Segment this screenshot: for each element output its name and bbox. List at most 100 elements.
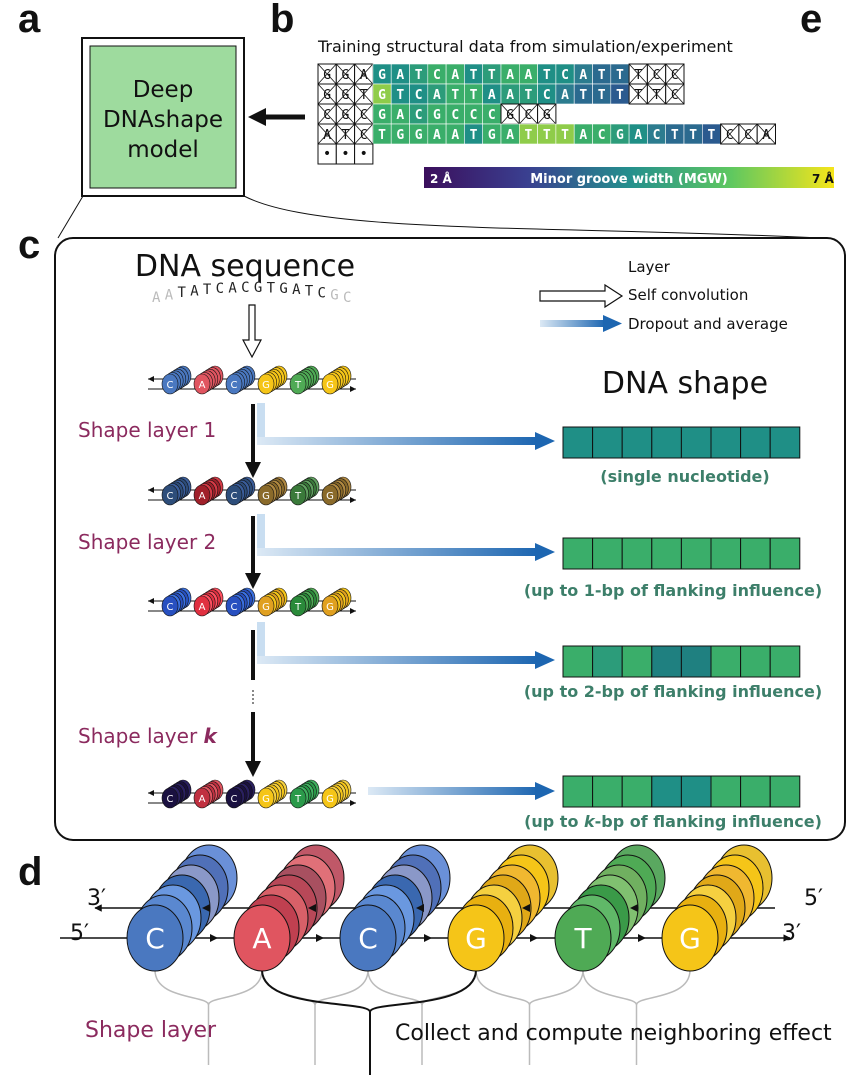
seq-cell: T	[390, 83, 410, 105]
svg-text:G: G	[488, 128, 496, 143]
mini-base-G: G	[257, 779, 288, 809]
svg-text:A: A	[488, 88, 496, 103]
caption-layer-1: (single nucleotide)	[600, 467, 769, 486]
svg-text:T: T	[470, 68, 478, 83]
seq-cell: C	[592, 123, 612, 145]
flow-arrow-2-head	[245, 573, 261, 589]
panel-label-c: c	[18, 223, 40, 267]
svg-text:A: A	[506, 68, 514, 83]
seq-cell: A	[756, 123, 777, 145]
seq-cell: C	[482, 103, 502, 125]
shape-bar-cell	[680, 775, 712, 808]
legend-dropout-arrow	[540, 320, 605, 327]
svg-text:G: G	[396, 128, 404, 143]
d-base-g: G	[447, 844, 559, 972]
svg-text:•: •	[341, 146, 349, 162]
svg-text:G: G	[433, 108, 441, 123]
svg-text:A: A	[525, 68, 533, 83]
seq-cell: C	[427, 63, 447, 85]
seq-cell: C	[445, 103, 465, 125]
d-neighbor-brackets	[154, 969, 691, 1065]
seq-cell: G	[317, 63, 337, 85]
seq-cell: A	[427, 83, 447, 105]
svg-text:T: T	[294, 794, 302, 805]
caption-layer-k: (up to k-bp of flanking influence)	[524, 812, 822, 831]
mini-base-G: G	[321, 365, 352, 395]
svg-text:C: C	[744, 128, 752, 143]
svg-text:C: C	[358, 922, 378, 955]
seq-cell: T	[628, 83, 648, 105]
shape-bar-cell	[710, 426, 742, 459]
shape-bar	[562, 775, 801, 808]
seq-cell: A	[354, 63, 374, 85]
svg-text:G: G	[323, 68, 331, 83]
svg-text:C: C	[598, 128, 606, 143]
seq-cell: A	[518, 63, 538, 85]
mini-base-T: T	[289, 587, 320, 617]
seq-cell: C	[665, 63, 685, 85]
mini-base-A: A	[193, 779, 224, 809]
dropout-arrow	[257, 622, 555, 669]
svg-text:C: C	[470, 108, 478, 123]
svg-text:C: C	[671, 68, 679, 83]
seq-cell: A	[500, 83, 520, 105]
svg-text:C: C	[561, 68, 569, 83]
seq-cell: A	[390, 63, 410, 85]
mini-base-G: G	[257, 365, 288, 395]
dna-sequence-title: DNA sequence	[135, 249, 355, 284]
svg-text:T: T	[579, 88, 587, 103]
seq-cell: A	[390, 103, 410, 125]
mini-base-C: C	[161, 779, 192, 809]
seq-cell: A	[573, 63, 593, 85]
svg-text:C: C	[488, 108, 496, 123]
svg-text:C: C	[167, 491, 174, 502]
shape-layer-2-label: Shape layer 2	[78, 530, 216, 554]
svg-text:T: T	[294, 602, 302, 613]
svg-text:G: G	[415, 128, 423, 143]
self-convolution-down-arrow	[242, 304, 262, 359]
seq-cell: T	[646, 83, 667, 105]
shape-bar-cell	[562, 645, 594, 678]
seq-cell: A	[445, 63, 465, 85]
svg-text:C: C	[231, 380, 238, 391]
zoom-line-left	[57, 195, 84, 239]
seq-cell: T	[701, 123, 721, 145]
seq-cell: G	[372, 63, 392, 85]
colorbar-max: 7 Å	[812, 171, 835, 186]
seq-cell: T	[409, 63, 429, 85]
svg-text:A: A	[323, 128, 331, 143]
seq-cell: T	[518, 123, 538, 145]
shape-bar-cell	[740, 645, 771, 678]
seq-cell: C	[537, 83, 557, 105]
svg-text:A: A	[199, 602, 206, 613]
seq-cell: C	[317, 103, 337, 125]
shape-bar-cell	[740, 426, 771, 459]
svg-text:C: C	[231, 602, 238, 613]
shape-bar-cell	[740, 775, 771, 808]
seq-cell: G	[335, 83, 356, 105]
svg-text:C: C	[360, 108, 368, 123]
colorbar-label: Minor groove width (MGW)	[530, 172, 728, 187]
shape-bar	[562, 426, 801, 459]
svg-text:G: G	[326, 794, 334, 805]
seq-cell: C	[647, 123, 667, 145]
svg-text:T: T	[634, 88, 642, 103]
seq-cell: T	[610, 83, 630, 105]
svg-text:C: C	[671, 88, 679, 103]
svg-text:G: G	[262, 491, 270, 502]
svg-text:G: G	[378, 108, 386, 123]
seq-cell: A	[482, 83, 502, 105]
seq-cell: C	[409, 83, 429, 105]
seq-cell: A	[445, 123, 465, 145]
svg-text:T: T	[451, 88, 459, 103]
shape-bar-cell	[769, 426, 801, 459]
seq-cell: G	[610, 123, 630, 145]
shape-bar-cell	[562, 537, 594, 570]
model-title-line3: model	[127, 137, 199, 163]
mini-base-G: G	[257, 476, 288, 506]
seq-cell: A	[500, 123, 520, 145]
seq-cell: G	[390, 123, 410, 145]
svg-text:G: G	[378, 68, 386, 83]
svg-text:T: T	[294, 380, 302, 391]
svg-text:T: T	[543, 128, 551, 143]
